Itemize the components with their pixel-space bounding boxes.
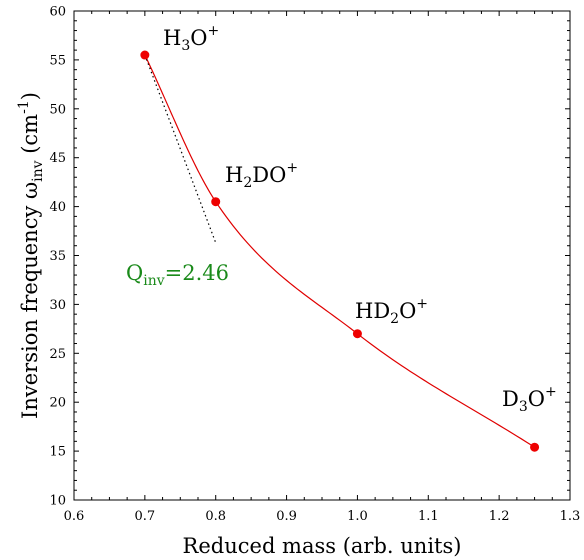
y-tick-label: 20 <box>49 396 66 411</box>
x-tick-label: 1.2 <box>489 509 510 524</box>
x-tick-label: 1.1 <box>418 509 439 524</box>
y-axis-title: Inversion frequency ωinv (cm-1) <box>16 92 46 419</box>
q-inv-annotation: Qinv=2.46 <box>126 261 229 289</box>
x-axis-ticks: 0.6 0.7 0.8 0.9 1.0 1.1 1.2 1.3 <box>64 11 581 524</box>
y-axis-ticks: 10 15 20 25 30 35 40 45 50 55 60 <box>49 5 570 509</box>
y-tick-label: 60 <box>49 5 66 20</box>
point-label-hd2o: HD2O+ <box>355 296 428 327</box>
fit-curve <box>144 54 535 448</box>
y-axis-title-unit: (cm <box>18 114 42 161</box>
point-labels: H3O+ H2DO+ HD2O+ D3O+ <box>163 23 557 415</box>
y-tick-label: 15 <box>49 445 66 460</box>
y-axis-title-main: Inversion frequency ω <box>18 182 42 419</box>
x-axis-title: Reduced mass (arb. units) <box>183 534 462 558</box>
data-point <box>140 50 150 60</box>
q-inv-main: Q <box>126 261 143 285</box>
data-point <box>352 329 362 339</box>
y-tick-label: 50 <box>49 102 66 117</box>
y-tick-label: 35 <box>49 249 66 264</box>
y-tick-label: 30 <box>49 298 66 313</box>
tangent-line <box>144 54 217 243</box>
x-tick-label: 0.8 <box>205 509 226 524</box>
data-series <box>140 50 540 452</box>
y-axis-title-sub: inv <box>30 160 46 181</box>
point-label-h2do: H2DO+ <box>225 160 298 191</box>
y-tick-label: 55 <box>49 53 66 68</box>
x-tick-label: 1.0 <box>347 509 368 524</box>
y-axis-title-unit-sup: -1 <box>16 100 32 114</box>
y-tick-label: 25 <box>49 347 66 362</box>
plot-frame <box>73 10 571 501</box>
y-axis-title-unit-close: ) <box>18 92 42 100</box>
point-label-d3o: D3O+ <box>502 384 557 415</box>
q-inv-value: =2.46 <box>165 261 229 285</box>
q-inv-sub: inv <box>143 273 164 289</box>
y-tick-label: 10 <box>49 494 66 509</box>
x-tick-label: 0.9 <box>276 509 297 524</box>
plot-area-border <box>73 10 571 501</box>
point-label-h3o: H3O+ <box>163 23 219 54</box>
y-tick-label: 45 <box>49 151 66 166</box>
data-point <box>530 442 540 452</box>
x-tick-label: 1.3 <box>560 509 581 524</box>
data-point <box>211 197 221 207</box>
x-tick-label: 0.6 <box>64 509 85 524</box>
x-tick-label: 0.7 <box>135 509 156 524</box>
y-tick-label: 40 <box>49 200 66 215</box>
